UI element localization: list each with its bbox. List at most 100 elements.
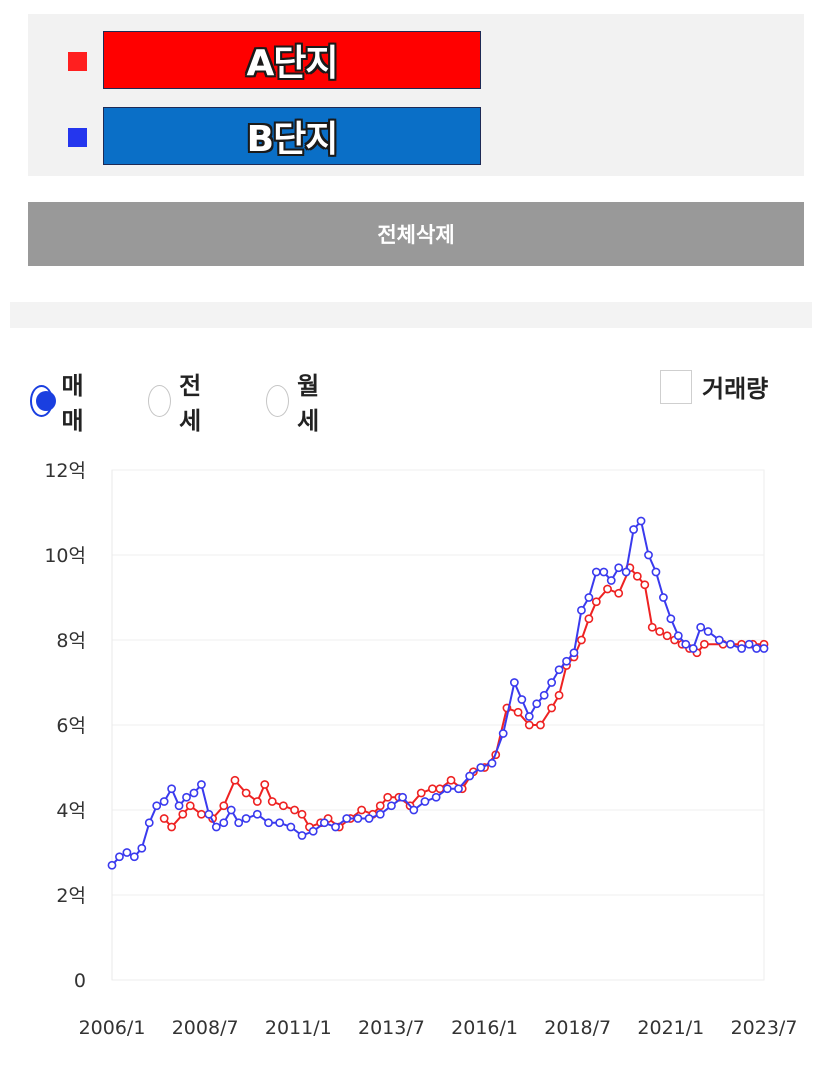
data-point-b bbox=[152, 801, 162, 811]
data-point-a bbox=[614, 588, 624, 598]
radio-jeonse-label: 전세 bbox=[179, 372, 202, 435]
data-point-a bbox=[185, 801, 195, 811]
x-tick-label: 2018/7 bbox=[544, 1017, 611, 1039]
data-point-b bbox=[331, 822, 340, 832]
volume-checkbox-label: 거래량 bbox=[702, 375, 769, 403]
data-point-a bbox=[219, 801, 229, 811]
data-point-b bbox=[465, 771, 475, 781]
data-point-b bbox=[174, 801, 184, 811]
data-point-b bbox=[673, 631, 683, 641]
complex-compare-panel: A단지 B단지 bbox=[28, 14, 804, 176]
radio-sale[interactable]: 매매 bbox=[30, 366, 92, 436]
data-point-b bbox=[387, 801, 396, 811]
data-point-a bbox=[536, 720, 545, 730]
data-point-b bbox=[517, 695, 527, 704]
data-point-b bbox=[167, 784, 177, 794]
data-point-b bbox=[342, 814, 352, 823]
data-point-b bbox=[532, 699, 542, 709]
data-point-b bbox=[606, 576, 616, 585]
data-point-a bbox=[435, 784, 445, 794]
data-point-b bbox=[752, 644, 761, 653]
data-point-b bbox=[644, 550, 653, 560]
data-point-b bbox=[744, 639, 754, 649]
complex-a-button[interactable]: A단지 bbox=[103, 31, 481, 89]
data-point-a bbox=[554, 690, 564, 700]
x-tick-label: 2023/7 bbox=[731, 1017, 798, 1039]
data-point-b bbox=[651, 567, 661, 577]
complex-a-color-marker bbox=[68, 52, 87, 71]
data-point-a bbox=[591, 597, 601, 607]
radio-jeonse-circle[interactable] bbox=[148, 385, 172, 417]
data-point-b bbox=[107, 860, 117, 870]
data-point-a bbox=[524, 720, 534, 730]
radio-monthly-rent[interactable]: 월세 bbox=[266, 366, 328, 436]
data-point-a bbox=[278, 801, 288, 811]
radio-monthly-rent-label: 월세 bbox=[297, 372, 320, 435]
data-point-b bbox=[621, 567, 631, 577]
data-point-b bbox=[122, 848, 132, 857]
data-point-a bbox=[267, 797, 277, 806]
data-point-a bbox=[446, 775, 456, 785]
data-point-b bbox=[509, 678, 519, 687]
data-point-a bbox=[603, 584, 612, 594]
data-point-a bbox=[230, 775, 240, 785]
data-point-a bbox=[655, 627, 665, 636]
data-point-b bbox=[688, 644, 698, 653]
x-tick-label: 2011/1 bbox=[265, 1017, 332, 1039]
data-point-b bbox=[364, 814, 374, 823]
data-point-b bbox=[189, 788, 199, 798]
data-point-a bbox=[357, 805, 367, 815]
data-point-b bbox=[286, 822, 296, 832]
data-point-b bbox=[584, 593, 594, 602]
delete-all-button[interactable]: 전체삭제 bbox=[28, 202, 804, 266]
data-point-a bbox=[632, 571, 642, 581]
x-tick-label: 2013/7 bbox=[358, 1017, 425, 1039]
data-point-b bbox=[319, 818, 329, 828]
y-tick-label: 4억 bbox=[56, 800, 86, 822]
complex-row-a: A단지 bbox=[28, 31, 804, 91]
data-point-b bbox=[498, 729, 508, 738]
data-point-b bbox=[614, 563, 624, 573]
data-point-a bbox=[297, 809, 307, 819]
data-point-a bbox=[178, 809, 188, 819]
data-point-b bbox=[562, 656, 571, 666]
y-tick-label: 8억 bbox=[56, 630, 86, 652]
radio-sale-circle[interactable] bbox=[30, 385, 57, 417]
data-point-b bbox=[129, 852, 139, 862]
data-point-b bbox=[264, 818, 273, 828]
y-tick-label: 6억 bbox=[56, 715, 86, 737]
data-point-b bbox=[681, 639, 691, 649]
data-point-a bbox=[513, 707, 523, 717]
data-point-a bbox=[416, 788, 426, 798]
data-point-a bbox=[241, 788, 251, 798]
data-point-b bbox=[636, 516, 646, 526]
data-point-a bbox=[577, 635, 586, 645]
radio-sale-label: 매매 bbox=[61, 372, 84, 435]
data-point-b bbox=[487, 758, 497, 768]
data-point-b bbox=[398, 792, 408, 802]
complex-b-color-marker bbox=[68, 128, 87, 147]
data-point-b bbox=[629, 525, 638, 534]
data-point-a bbox=[383, 792, 393, 802]
data-point-b bbox=[137, 843, 147, 853]
volume-checkbox[interactable]: 거래량 bbox=[660, 369, 768, 404]
volume-checkbox-box[interactable] bbox=[660, 369, 692, 404]
radio-jeonse[interactable]: 전세 bbox=[148, 366, 210, 436]
data-point-b bbox=[144, 818, 154, 828]
section-divider bbox=[10, 302, 812, 328]
data-point-a bbox=[640, 580, 650, 590]
data-point-b bbox=[219, 818, 229, 828]
data-point-a bbox=[584, 614, 594, 624]
radio-monthly-rent-circle[interactable] bbox=[266, 385, 290, 417]
data-point-a bbox=[662, 631, 672, 641]
data-point-b bbox=[159, 797, 169, 806]
data-point-a bbox=[159, 814, 169, 823]
data-point-b bbox=[703, 627, 713, 636]
data-point-b bbox=[297, 831, 307, 840]
data-point-b bbox=[275, 818, 285, 828]
data-point-b bbox=[726, 639, 735, 649]
complex-b-button[interactable]: B단지 bbox=[103, 107, 481, 165]
data-point-b bbox=[182, 792, 191, 802]
x-tick-label: 2006/1 bbox=[79, 1017, 146, 1039]
data-point-b bbox=[524, 712, 534, 721]
